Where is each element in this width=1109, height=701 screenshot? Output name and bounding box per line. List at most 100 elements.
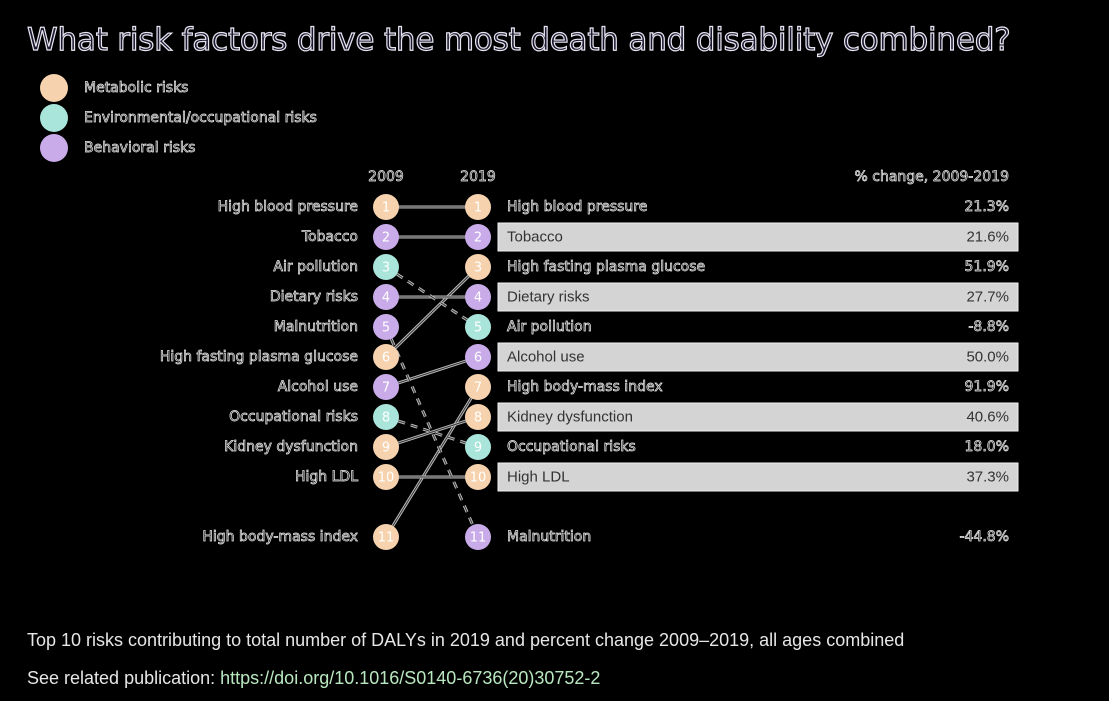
row-band — [497, 282, 1019, 312]
pct-change-value: 21.6% — [966, 229, 1009, 246]
risk-label-2019: Tobacco — [507, 229, 563, 246]
row-band — [497, 402, 1019, 432]
rank-circle-2009 — [373, 404, 399, 430]
rank-number: 6 — [474, 351, 482, 366]
legend-swatch-metabolic — [40, 74, 68, 102]
risk-label-2009: High body-mass index — [202, 529, 358, 545]
rank-number: 6 — [382, 351, 390, 366]
rank-circle-2019 — [465, 254, 491, 280]
header-2019: 2019 — [460, 169, 496, 185]
rank-circle-2019 — [465, 224, 491, 250]
pct-change-value: 51.9% — [965, 259, 1009, 275]
rank-number: 8 — [474, 411, 482, 426]
pct-change-value: 27.7% — [966, 289, 1009, 306]
rank-circle-2009 — [373, 524, 399, 550]
risk-label-2019: High fasting plasma glucose — [507, 259, 705, 275]
risk-label-2009: Dietary risks — [270, 289, 358, 305]
rank-number: 2 — [474, 231, 482, 246]
rank-circle-2009 — [373, 224, 399, 250]
legend-item-behavioral: Behavioral risks — [40, 134, 196, 162]
rank-circle-2019 — [465, 344, 491, 370]
rank-number: 3 — [382, 261, 390, 276]
rank-circle-2019 — [465, 524, 491, 550]
publication-link[interactable]: https://doi.org/10.1016/S0140-6736(20)30… — [220, 668, 601, 688]
risk-label-2009: Air pollution — [273, 259, 358, 275]
legend-swatch-environmental — [40, 104, 68, 132]
risk-label-2019: Kidney dysfunction — [507, 409, 633, 426]
pct-change-value: -44.8% — [959, 529, 1009, 545]
rank-number: 11 — [378, 531, 395, 546]
rank-number: 5 — [382, 321, 390, 336]
pct-change-value: 40.6% — [966, 409, 1009, 426]
legend-item-metabolic: Metabolic risks — [40, 74, 189, 102]
chart-title: What risk factors drive the most death a… — [26, 21, 1011, 58]
risk-label-2009: High blood pressure — [218, 199, 358, 215]
connector-line-core — [385, 266, 479, 328]
rank-number: 9 — [474, 441, 482, 456]
rank-circle-2019 — [465, 464, 491, 490]
pct-change-value: 21.3% — [965, 199, 1009, 215]
risk-label-2019: Alcohol use — [507, 349, 585, 366]
connector-line-core — [385, 266, 479, 358]
risk-label-2019: High blood pressure — [507, 199, 647, 215]
pct-change-value: 37.3% — [966, 469, 1009, 486]
rank-circle-2009 — [373, 374, 399, 400]
pct-change-value: -8.8% — [968, 319, 1009, 335]
rank-circle-2009 — [373, 464, 399, 490]
risk-label-2009: Kidney dysfunction — [224, 439, 358, 455]
rank-number: 10 — [470, 471, 487, 486]
legend-item-environmental: Environmental/occupational risks — [40, 104, 317, 132]
rank-circle-2009 — [373, 194, 399, 220]
chart-caption: Top 10 risks contributing to total numbe… — [27, 630, 905, 650]
rank-number: 4 — [382, 291, 390, 306]
pct-change-value: 91.9% — [965, 379, 1009, 395]
rank-circle-2009 — [373, 254, 399, 280]
risk-label-2019: Dietary risks — [507, 289, 590, 306]
rank-number: 9 — [382, 441, 390, 456]
legend-label: Metabolic risks — [84, 80, 189, 97]
rank-circle-2019 — [465, 404, 491, 430]
connector-line-core — [385, 356, 479, 388]
row-band — [497, 342, 1019, 372]
rank-circle-2009 — [373, 314, 399, 340]
rank-number: 3 — [474, 261, 482, 276]
pct-change-value: 50.0% — [966, 349, 1009, 366]
legend-label: Behavioral risks — [84, 140, 196, 157]
risk-label-2019: High body-mass index — [507, 379, 663, 395]
publication-line: See related publication: https://doi.org… — [27, 668, 600, 689]
rank-number: 7 — [474, 381, 482, 396]
rank-number: 10 — [378, 471, 395, 486]
rank-circle-2009 — [373, 344, 399, 370]
risk-label-2009: High fasting plasma glucose — [160, 349, 358, 365]
rank-number: 4 — [474, 291, 482, 306]
rank-number: 11 — [470, 531, 487, 546]
rank-number: 2 — [382, 231, 390, 246]
risk-label-2009: Malnutrition — [274, 319, 358, 335]
rank-circle-2019 — [465, 284, 491, 310]
rank-number: 5 — [474, 321, 482, 336]
rank-number: 1 — [474, 201, 482, 216]
rank-circle-2019 — [465, 374, 491, 400]
risk-label-2019: Occupational risks — [507, 439, 636, 455]
risk-label-2009: High LDL — [295, 469, 358, 485]
rank-number: 8 — [382, 411, 390, 426]
rank-number: 7 — [382, 381, 390, 396]
risk-label-2019: High LDL — [507, 469, 570, 486]
risk-label-2009: Occupational risks — [229, 409, 358, 425]
risk-label-2019: Air pollution — [507, 319, 592, 335]
row-band — [497, 462, 1019, 492]
legend-label: Environmental/occupational risks — [84, 110, 318, 127]
header-2009: 2009 — [368, 169, 404, 185]
risk-label-2009: Tobacco — [301, 229, 358, 245]
rank-circle-2009 — [373, 434, 399, 460]
rank-circle-2009 — [373, 284, 399, 310]
legend-swatch-behavioral — [40, 134, 68, 162]
pct-change-value: 18.0% — [965, 439, 1009, 455]
connector-line-core — [385, 386, 479, 538]
header-pct-change: % change, 2009-2019 — [855, 169, 1010, 185]
connector-line-core — [385, 416, 479, 448]
risk-label-2019: Malnutrition — [507, 529, 591, 545]
publication-prefix: See related publication: — [27, 668, 221, 688]
connector-line-core — [385, 416, 479, 448]
